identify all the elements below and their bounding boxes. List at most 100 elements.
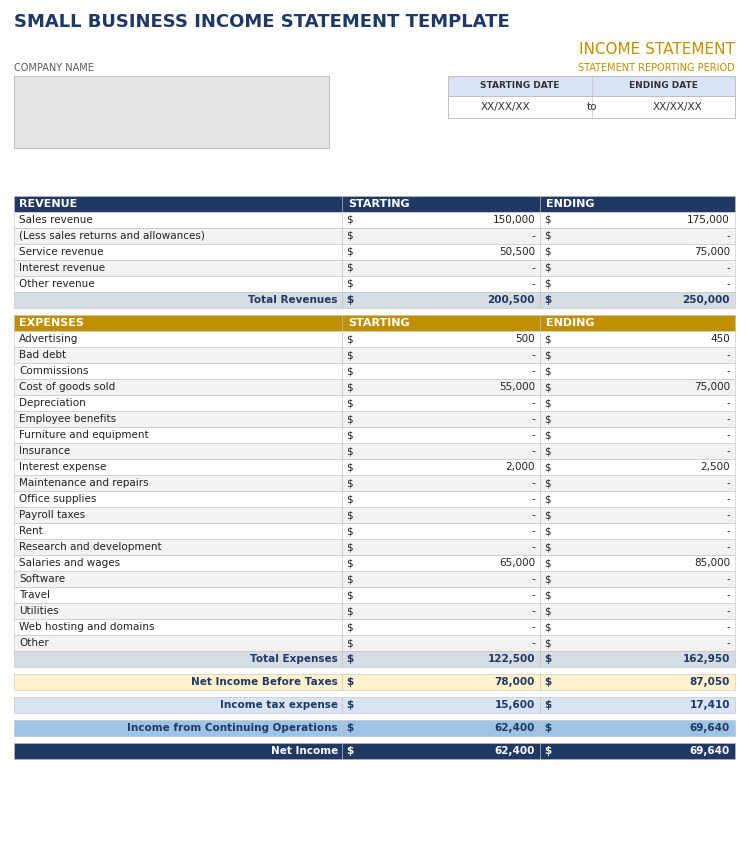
Bar (14, 363, 735, 379)
Text: -: - (727, 494, 730, 504)
Text: 87,050: 87,050 (690, 677, 730, 687)
Text: $: $ (346, 446, 353, 456)
Text: $: $ (544, 295, 551, 305)
Bar (14, 539, 735, 555)
Text: $: $ (544, 279, 551, 289)
Text: $: $ (346, 622, 353, 632)
Bar (14, 331, 735, 347)
Bar (14, 228, 735, 244)
Text: Interest revenue: Interest revenue (19, 263, 105, 273)
Text: $: $ (544, 478, 551, 488)
Text: 2,500: 2,500 (700, 462, 730, 472)
Text: $: $ (544, 366, 551, 376)
Text: -: - (727, 606, 730, 616)
Text: -: - (531, 606, 535, 616)
Text: 78,000: 78,000 (494, 677, 535, 687)
Text: $: $ (544, 231, 551, 241)
Text: $: $ (544, 350, 551, 360)
Bar (14, 475, 735, 491)
Bar (14, 459, 735, 475)
Text: $: $ (346, 247, 353, 257)
Text: $: $ (544, 334, 551, 344)
Text: $: $ (544, 700, 551, 710)
Text: $: $ (346, 638, 353, 648)
Bar (14, 244, 735, 260)
Text: $: $ (346, 430, 353, 440)
Bar (14, 697, 735, 713)
Text: STARTING: STARTING (348, 318, 410, 328)
Text: 75,000: 75,000 (694, 247, 730, 257)
Text: $: $ (346, 574, 353, 584)
Text: Office supplies: Office supplies (19, 494, 97, 504)
Text: -: - (531, 622, 535, 632)
Text: -: - (531, 279, 535, 289)
Bar (14, 674, 735, 690)
Text: ENDING: ENDING (546, 318, 595, 328)
Text: $: $ (346, 382, 353, 392)
Text: $: $ (544, 654, 551, 664)
Text: Travel: Travel (19, 590, 50, 600)
Bar (14, 411, 735, 427)
Text: $: $ (346, 414, 353, 424)
Text: ENDING DATE: ENDING DATE (629, 82, 697, 90)
Text: $: $ (346, 494, 353, 504)
Text: Other revenue: Other revenue (19, 279, 94, 289)
Text: COMPANY NAME: COMPANY NAME (14, 63, 94, 73)
Text: INCOME STATEMENT: INCOME STATEMENT (579, 42, 735, 58)
Text: -: - (531, 366, 535, 376)
Text: Employee benefits: Employee benefits (19, 414, 116, 424)
Bar (14, 587, 735, 603)
Text: 250,000: 250,000 (682, 295, 730, 305)
Text: $: $ (544, 590, 551, 600)
Text: -: - (531, 430, 535, 440)
Text: $: $ (544, 746, 551, 756)
Text: -: - (531, 542, 535, 552)
Text: $: $ (544, 638, 551, 648)
Text: -: - (727, 414, 730, 424)
Text: $: $ (346, 606, 353, 616)
Text: $: $ (346, 334, 353, 344)
Bar (14, 395, 735, 411)
Text: Payroll taxes: Payroll taxes (19, 510, 85, 520)
Text: Total Expenses: Total Expenses (250, 654, 338, 664)
Bar (14, 571, 735, 587)
Text: 17,410: 17,410 (690, 700, 730, 710)
Bar (14, 743, 735, 759)
Text: 15,600: 15,600 (495, 700, 535, 710)
Text: -: - (531, 231, 535, 241)
Text: -: - (727, 279, 730, 289)
Bar (14, 491, 735, 507)
Text: Sales revenue: Sales revenue (19, 215, 93, 225)
Bar (448, 76, 735, 96)
Bar (14, 635, 735, 651)
Text: $: $ (346, 279, 353, 289)
Text: $: $ (346, 462, 353, 472)
Text: -: - (727, 231, 730, 241)
Text: ENDING: ENDING (546, 199, 595, 209)
Text: Utilities: Utilities (19, 606, 58, 616)
Text: 55,000: 55,000 (499, 382, 535, 392)
Text: Net Income Before Taxes: Net Income Before Taxes (191, 677, 338, 687)
Text: $: $ (346, 542, 353, 552)
Text: 69,640: 69,640 (690, 746, 730, 756)
Text: Furniture and equipment: Furniture and equipment (19, 430, 148, 440)
Bar (14, 443, 735, 459)
Text: Insurance: Insurance (19, 446, 70, 456)
Text: $: $ (544, 606, 551, 616)
Text: STATEMENT REPORTING PERIOD: STATEMENT REPORTING PERIOD (578, 63, 735, 73)
Text: XX/XX/XX: XX/XX/XX (652, 102, 703, 112)
Text: 200,500: 200,500 (488, 295, 535, 305)
Text: $: $ (544, 446, 551, 456)
Text: Depreciation: Depreciation (19, 398, 85, 408)
Text: Software: Software (19, 574, 65, 584)
Text: $: $ (544, 622, 551, 632)
Text: -: - (531, 350, 535, 360)
Bar (448, 96, 735, 118)
Text: 50,500: 50,500 (499, 247, 535, 257)
Bar (14, 260, 735, 276)
Bar (14, 276, 735, 292)
Text: (Less sales returns and allowances): (Less sales returns and allowances) (19, 231, 205, 241)
Bar (14, 196, 735, 212)
Text: $: $ (346, 746, 354, 756)
Text: $: $ (544, 574, 551, 584)
